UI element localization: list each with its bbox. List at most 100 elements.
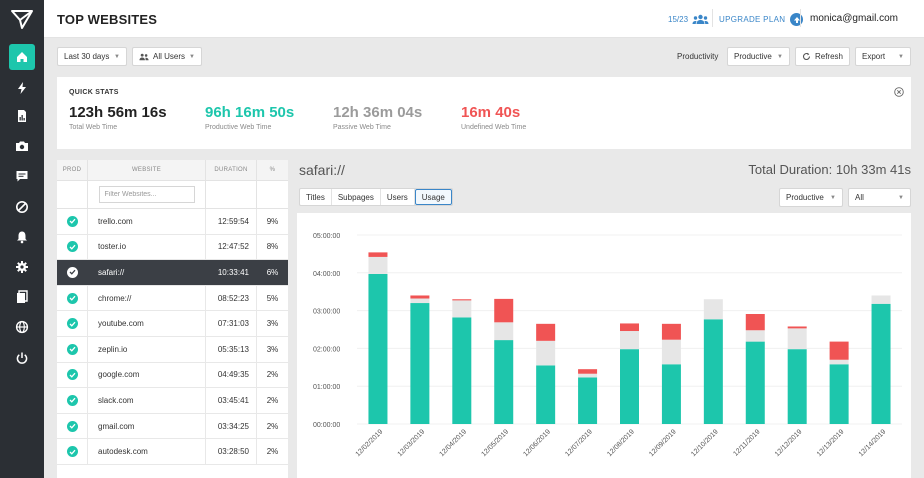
chart-productivity-dropdown[interactable]: Productive ▼ [779, 188, 843, 207]
sidebar-item-reports[interactable] [9, 103, 35, 129]
table-row[interactable]: autodesk.com 03:28:50 2% [57, 439, 288, 465]
column-header-prod[interactable]: PROD [57, 160, 88, 180]
tab-usage[interactable]: Usage [414, 189, 452, 205]
duration-cell: 04:49:35 [206, 362, 257, 388]
chart-user-dropdown[interactable]: All ▼ [848, 188, 911, 207]
column-header-duration[interactable]: DURATION [206, 160, 257, 180]
bar-segment-undefined[interactable] [368, 252, 388, 257]
bar-segment-passive[interactable] [745, 330, 765, 342]
table-row[interactable]: toster.io 12:47:52 8% [57, 234, 288, 261]
sidebar-item-home[interactable] [9, 44, 35, 70]
bar-segment-productive[interactable] [787, 349, 807, 424]
table-row[interactable]: zeplin.io 05:35:13 3% [57, 336, 288, 363]
website-cell[interactable]: slack.com [88, 388, 206, 413]
bar-segment-undefined[interactable] [620, 323, 639, 332]
sidebar-item-settings[interactable] [9, 254, 35, 280]
sidebar-item-global[interactable] [9, 314, 35, 340]
bar-segment-passive[interactable] [871, 295, 891, 304]
close-icon[interactable] [894, 87, 904, 97]
table-row[interactable]: slack.com 03:45:41 2% [57, 388, 288, 414]
lightning-icon [18, 82, 26, 94]
tab-titles[interactable]: Titles [300, 189, 332, 205]
bar-segment-productive[interactable] [829, 364, 849, 424]
bar-segment-undefined[interactable] [410, 295, 430, 299]
bar-segment-productive[interactable] [871, 303, 891, 424]
date-range-dropdown[interactable]: Last 30 days ▼ [57, 47, 127, 66]
sidebar-item-messages[interactable] [9, 163, 35, 189]
table-row[interactable]: youtube.com 07:31:03 3% [57, 311, 288, 337]
logo-icon[interactable] [10, 8, 34, 30]
bar-segment-undefined[interactable] [578, 369, 598, 374]
x-tick-label: 12/11/2019 [732, 428, 761, 457]
table-row[interactable]: trello.com 12:59:54 9% [57, 209, 288, 235]
bar-segment-undefined[interactable] [829, 341, 849, 360]
refresh-button[interactable]: Refresh [795, 47, 850, 66]
bar-segment-passive[interactable] [368, 256, 388, 274]
bar-segment-productive[interactable] [703, 319, 723, 424]
website-cell[interactable]: chrome:// [88, 285, 206, 311]
website-cell[interactable]: google.com [88, 362, 206, 388]
user-email[interactable]: monica@gmail.com [810, 13, 898, 24]
sidebar-item-library[interactable] [9, 284, 35, 310]
website-cell[interactable]: toster.io [88, 234, 206, 260]
bar-segment-passive[interactable] [829, 359, 849, 365]
sidebar-item-alerts[interactable] [9, 224, 35, 250]
seats-counter[interactable]: 15/23 [668, 14, 709, 25]
y-tick-label: 05:00:00 [313, 233, 340, 240]
bar-segment-productive[interactable] [452, 317, 472, 424]
column-header-website[interactable]: WEBSITE [88, 160, 206, 180]
block-icon [16, 201, 28, 213]
website-cell[interactable]: autodesk.com [88, 439, 206, 464]
filter-websites-input[interactable] [98, 186, 195, 203]
bar-segment-passive[interactable] [661, 339, 681, 365]
sidebar-item-activity[interactable] [9, 75, 35, 101]
table-row[interactable]: google.com 04:49:35 2% [57, 362, 288, 389]
table-row[interactable]: safari://10:33:41 6% [57, 260, 288, 286]
bar-segment-passive[interactable] [703, 299, 723, 320]
sidebar-item-screenshots[interactable] [9, 133, 35, 159]
upgrade-plan-button[interactable]: UPGRADE PLAN [719, 13, 804, 26]
bar-segment-passive[interactable] [410, 298, 430, 304]
website-cell[interactable]: gmail.com [88, 413, 206, 439]
globe-icon [15, 320, 29, 334]
export-dropdown[interactable]: Export ▼ [855, 47, 911, 66]
website-cell[interactable]: youtube.com [88, 311, 206, 336]
bar-segment-passive[interactable] [494, 322, 514, 341]
bar-segment-productive[interactable] [368, 273, 388, 424]
bar-segment-productive[interactable] [578, 377, 598, 424]
bar-segment-productive[interactable] [745, 341, 765, 424]
sidebar [0, 0, 44, 478]
sidebar-item-power[interactable] [9, 345, 35, 371]
bar-segment-productive[interactable] [536, 365, 556, 424]
table-row[interactable]: gmail.com 03:34:25 2% [57, 413, 288, 440]
bar-segment-passive[interactable] [578, 373, 598, 378]
website-cell[interactable]: zeplin.io [88, 336, 206, 362]
column-header-percent[interactable]: % [269, 167, 276, 173]
bar-segment-passive[interactable] [536, 340, 556, 366]
percent-cell: 5% [266, 293, 279, 303]
bar-segment-productive[interactable] [661, 364, 681, 424]
website-cell[interactable]: safari:// [88, 260, 206, 285]
check-circle-icon [66, 241, 78, 253]
tab-subpages[interactable]: Subpages [332, 189, 381, 205]
productivity-dropdown[interactable]: Productive ▼ [727, 47, 790, 66]
bar-segment-undefined[interactable] [494, 298, 514, 323]
tab-users[interactable]: Users [381, 189, 415, 205]
x-tick-label: 12/13/2019 [816, 428, 846, 458]
duration-cell: 10:33:41 [206, 260, 257, 285]
sidebar-item-blocking[interactable] [9, 194, 35, 220]
bar-segment-undefined[interactable] [787, 326, 807, 329]
bar-segment-passive[interactable] [620, 331, 639, 350]
bar-segment-undefined[interactable] [536, 323, 556, 341]
bar-segment-passive[interactable] [787, 328, 807, 350]
bar-segment-undefined[interactable] [452, 299, 472, 301]
bar-segment-undefined[interactable] [661, 323, 681, 340]
bar-segment-productive[interactable] [410, 303, 430, 424]
table-row[interactable]: chrome://08:52:23 5% [57, 285, 288, 312]
bar-segment-productive[interactable] [620, 349, 639, 424]
users-dropdown[interactable]: All Users ▼ [132, 47, 202, 66]
website-cell[interactable]: trello.com [88, 209, 206, 234]
bar-segment-passive[interactable] [452, 300, 472, 318]
bar-segment-undefined[interactable] [745, 314, 765, 331]
bar-segment-productive[interactable] [494, 340, 514, 424]
